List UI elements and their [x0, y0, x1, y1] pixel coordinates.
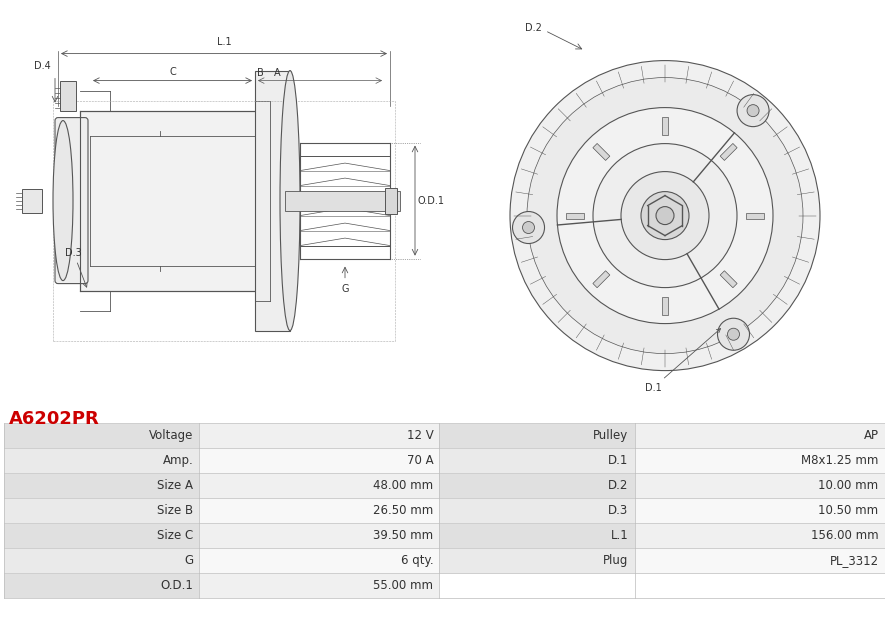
- Bar: [385, 188, 397, 214]
- Bar: [4, 499, 199, 523]
- Circle shape: [513, 212, 545, 244]
- Text: 48.00 mm: 48.00 mm: [373, 480, 434, 492]
- Polygon shape: [720, 271, 737, 288]
- Bar: [635, 449, 885, 473]
- Circle shape: [593, 143, 737, 288]
- Circle shape: [557, 108, 773, 323]
- Bar: [199, 424, 439, 448]
- Text: L.1: L.1: [611, 530, 629, 543]
- Bar: [635, 524, 885, 548]
- Polygon shape: [662, 297, 668, 315]
- Text: D.2: D.2: [525, 22, 542, 32]
- Text: L.1: L.1: [217, 37, 231, 47]
- Bar: [439, 499, 635, 523]
- Text: 26.50 mm: 26.50 mm: [373, 505, 434, 518]
- Text: Pulley: Pulley: [593, 429, 629, 442]
- Bar: [439, 524, 635, 548]
- Text: M8x1.25 mm: M8x1.25 mm: [801, 454, 878, 467]
- Circle shape: [727, 328, 740, 340]
- Polygon shape: [662, 117, 668, 135]
- Text: AP: AP: [863, 429, 878, 442]
- Text: G: G: [184, 554, 194, 568]
- Polygon shape: [593, 271, 610, 288]
- Bar: [4, 549, 199, 573]
- Text: Voltage: Voltage: [149, 429, 194, 442]
- Text: D.4: D.4: [34, 60, 51, 70]
- Bar: [199, 474, 439, 498]
- Circle shape: [747, 105, 759, 117]
- Text: Size B: Size B: [157, 505, 194, 518]
- Bar: [635, 424, 885, 448]
- Text: 156.00 mm: 156.00 mm: [811, 530, 878, 543]
- Polygon shape: [593, 143, 610, 161]
- Text: Size A: Size A: [157, 480, 194, 492]
- Bar: [439, 424, 635, 448]
- Bar: [60, 80, 76, 111]
- Ellipse shape: [280, 70, 300, 331]
- Bar: [4, 449, 199, 473]
- Polygon shape: [746, 212, 764, 219]
- Text: G: G: [341, 283, 348, 293]
- Circle shape: [523, 222, 534, 234]
- Text: A6202PR: A6202PR: [9, 410, 100, 428]
- Bar: [4, 574, 199, 598]
- Polygon shape: [720, 143, 737, 161]
- Bar: [635, 549, 885, 573]
- Text: 12 V: 12 V: [407, 429, 434, 442]
- Text: B: B: [257, 67, 263, 78]
- Bar: [4, 524, 199, 548]
- Text: 55.00 mm: 55.00 mm: [373, 579, 434, 592]
- Text: PL_3312: PL_3312: [829, 554, 878, 568]
- Polygon shape: [566, 212, 584, 219]
- Text: D.1: D.1: [645, 328, 721, 392]
- Bar: [199, 574, 439, 598]
- Text: C: C: [169, 67, 176, 77]
- Bar: [439, 474, 635, 498]
- Text: O.D.1: O.D.1: [161, 579, 194, 592]
- Text: 10.00 mm: 10.00 mm: [819, 480, 878, 492]
- Bar: [285, 191, 400, 211]
- Bar: [199, 499, 439, 523]
- Circle shape: [510, 60, 820, 371]
- Circle shape: [656, 207, 674, 224]
- Bar: [4, 474, 199, 498]
- Ellipse shape: [53, 121, 73, 280]
- Text: 70 A: 70 A: [407, 454, 434, 467]
- Bar: [22, 189, 42, 212]
- Text: Plug: Plug: [603, 554, 629, 568]
- Text: 6 qty.: 6 qty.: [401, 554, 434, 568]
- Bar: [635, 499, 885, 523]
- Text: 39.50 mm: 39.50 mm: [373, 530, 434, 543]
- Bar: [439, 449, 635, 473]
- Bar: [635, 474, 885, 498]
- Text: D.3: D.3: [65, 247, 87, 287]
- Bar: [255, 70, 290, 331]
- Text: O.D.1: O.D.1: [418, 196, 445, 206]
- Text: 10.50 mm: 10.50 mm: [819, 505, 878, 518]
- FancyBboxPatch shape: [55, 118, 88, 283]
- Bar: [439, 549, 635, 573]
- Circle shape: [527, 78, 803, 354]
- FancyBboxPatch shape: [80, 111, 270, 290]
- Circle shape: [621, 171, 709, 260]
- Bar: [199, 524, 439, 548]
- Text: A: A: [274, 67, 280, 78]
- Circle shape: [717, 318, 749, 350]
- Bar: [199, 549, 439, 573]
- Bar: [4, 424, 199, 448]
- Circle shape: [641, 192, 689, 240]
- Text: D.1: D.1: [608, 454, 629, 467]
- Text: D.3: D.3: [608, 505, 629, 518]
- Text: D.2: D.2: [608, 480, 629, 492]
- Bar: [199, 449, 439, 473]
- Text: Amp.: Amp.: [163, 454, 194, 467]
- Circle shape: [737, 95, 769, 126]
- Text: Size C: Size C: [157, 530, 194, 543]
